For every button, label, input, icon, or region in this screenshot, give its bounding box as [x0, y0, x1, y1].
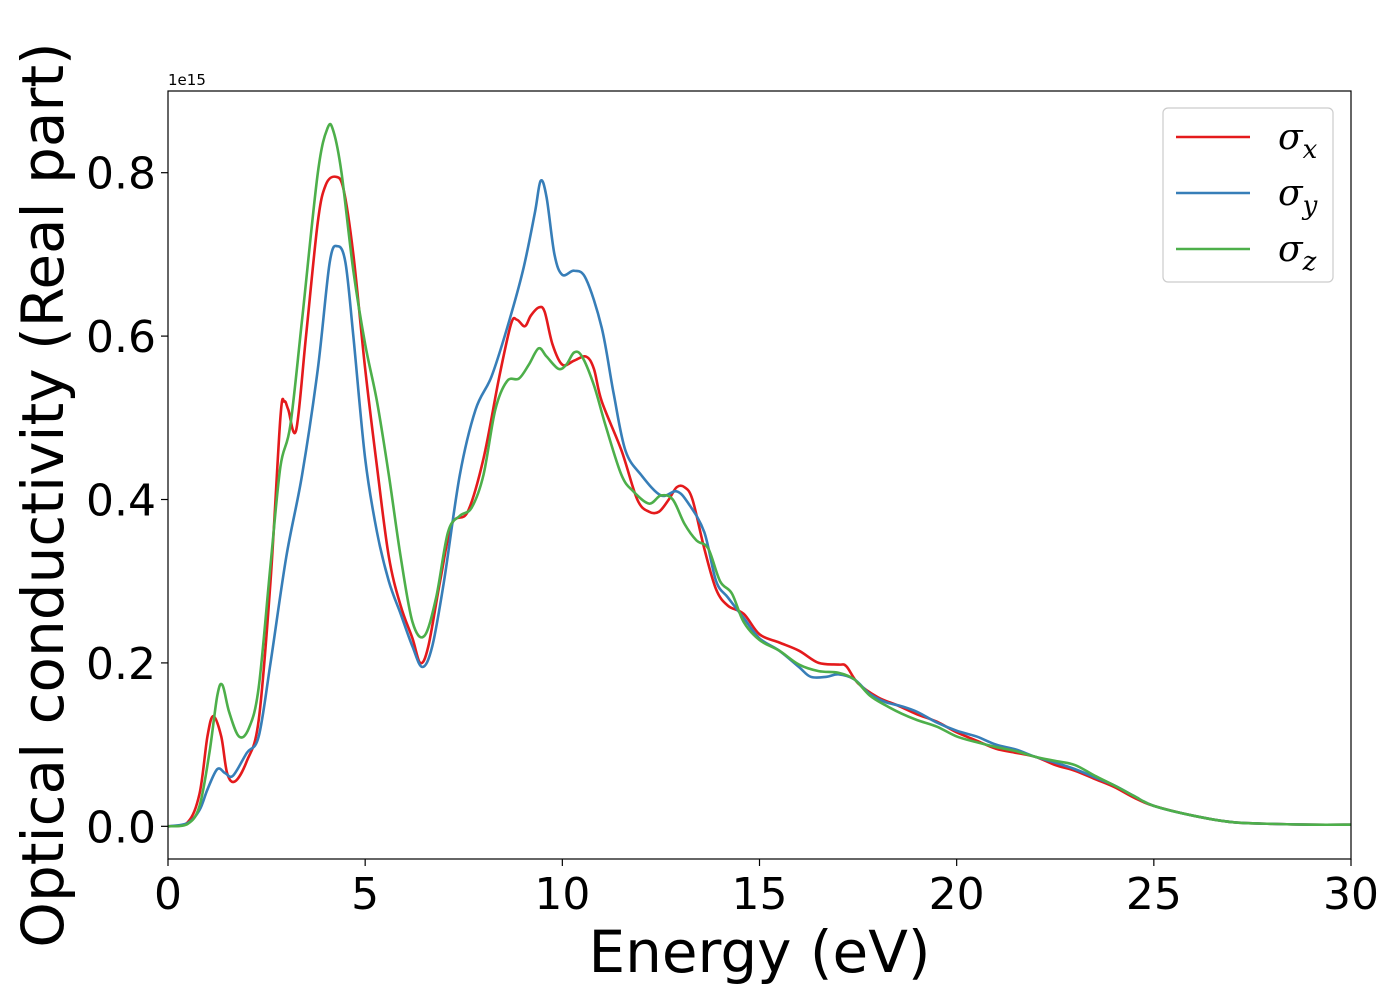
- x-tick-label: 10: [534, 869, 590, 920]
- x-tick-label: 25: [1126, 869, 1182, 920]
- y-tick-label: 0.8: [86, 149, 156, 200]
- x-tick-label: 15: [732, 869, 788, 920]
- x-tick-label: 0: [154, 869, 182, 920]
- y-offset-text: 1e15: [168, 71, 206, 89]
- series-line-y: [168, 178, 1351, 828]
- y-tick-label: 0.6: [86, 312, 156, 363]
- x-tick-label: 5: [351, 869, 379, 920]
- legend-box: [1162, 107, 1334, 283]
- x-tick-label: 30: [1323, 869, 1379, 920]
- x-axis-label: Energy (eV): [588, 918, 930, 986]
- x-tick-label: 20: [929, 869, 985, 920]
- plot-lines: [168, 122, 1351, 828]
- y-tick-label: 0.0: [86, 802, 156, 853]
- y-tick-label: 0.2: [86, 639, 156, 690]
- axis-ticks: 0 5 10 15 20 25 30 0.0 0.2 0.4 0.6 0.8: [86, 149, 1379, 920]
- y-tick-label: 0.4: [86, 476, 156, 527]
- legend-entry-x: σx: [1278, 117, 1318, 165]
- series-line-z: [168, 122, 1351, 828]
- y-axis-label: Optical conductivity (Real part): [9, 42, 77, 947]
